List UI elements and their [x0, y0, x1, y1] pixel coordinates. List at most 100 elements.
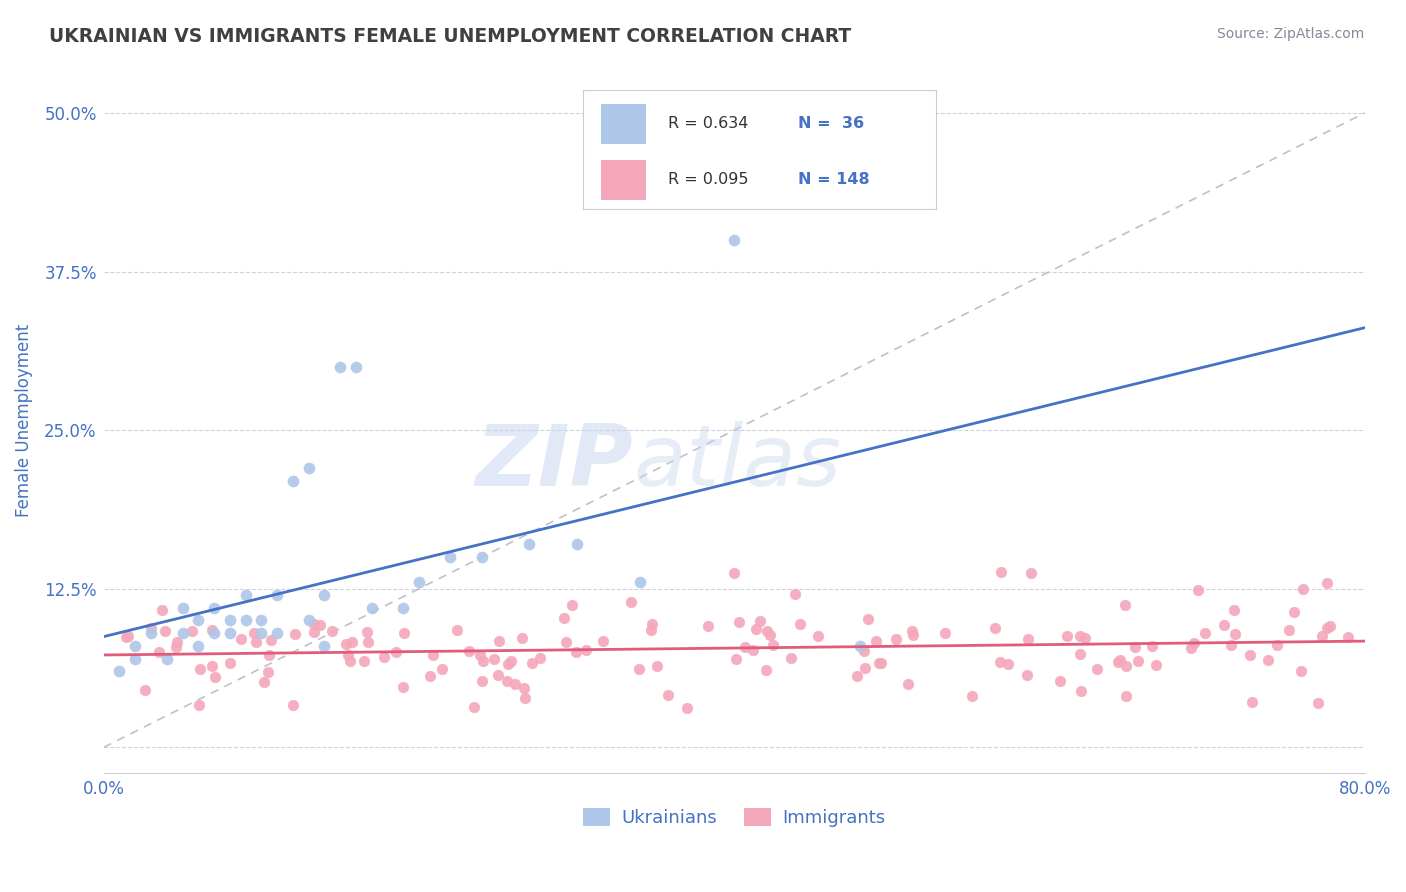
Point	[865, 634, 887, 648]
Point	[727, 615, 749, 629]
Point	[124, 639, 146, 653]
Point	[257, 665, 280, 679]
Point	[505, 677, 527, 691]
Point	[253, 675, 276, 690]
Point	[339, 655, 361, 669]
Point	[657, 689, 679, 703]
Point	[564, 645, 586, 659]
Point	[756, 624, 779, 638]
Point	[201, 623, 224, 637]
Point	[297, 461, 319, 475]
Point	[172, 600, 194, 615]
Point	[187, 639, 209, 653]
Point	[520, 656, 543, 670]
Point	[1114, 598, 1136, 612]
Point	[1292, 582, 1315, 597]
Point	[180, 624, 202, 638]
Point	[117, 629, 139, 643]
Point	[496, 657, 519, 672]
Text: Source: ZipAtlas.com: Source: ZipAtlas.com	[1216, 27, 1364, 41]
Point	[785, 587, 807, 601]
Point	[1257, 653, 1279, 667]
Point	[1187, 582, 1209, 597]
Point	[266, 626, 288, 640]
Point	[870, 657, 893, 671]
Point	[1074, 631, 1097, 645]
Point	[1049, 674, 1071, 689]
Point	[641, 617, 664, 632]
Point	[1144, 657, 1167, 672]
Point	[1316, 620, 1339, 634]
Point	[565, 537, 588, 551]
Point	[471, 673, 494, 688]
Point	[1282, 605, 1305, 619]
Point	[201, 659, 224, 673]
Point	[297, 614, 319, 628]
Point	[725, 652, 748, 666]
Point	[723, 233, 745, 247]
Point	[1316, 575, 1339, 590]
Point	[628, 575, 651, 590]
Point	[1319, 619, 1341, 633]
Point	[897, 676, 920, 690]
Point	[148, 645, 170, 659]
Point	[165, 640, 187, 655]
Point	[990, 565, 1012, 579]
Point	[1108, 655, 1130, 669]
Point	[281, 474, 304, 488]
Point	[984, 621, 1007, 635]
Point	[394, 625, 416, 640]
Point	[1225, 627, 1247, 641]
Point	[204, 669, 226, 683]
Point	[1220, 638, 1243, 652]
Point	[554, 634, 576, 648]
Point	[1140, 639, 1163, 653]
Point	[780, 651, 803, 665]
Point	[849, 639, 872, 653]
Point	[1278, 624, 1301, 638]
Point	[260, 633, 283, 648]
Point	[1115, 659, 1137, 673]
Point	[172, 626, 194, 640]
Point	[1182, 635, 1205, 649]
Point	[373, 649, 395, 664]
Point	[150, 603, 173, 617]
Point	[575, 642, 598, 657]
Point	[901, 624, 924, 639]
Point	[807, 629, 830, 643]
Point	[676, 701, 699, 715]
Point	[619, 595, 641, 609]
Point	[218, 614, 240, 628]
Point	[960, 690, 983, 704]
Point	[868, 657, 890, 671]
Point	[513, 690, 536, 705]
Point	[202, 626, 225, 640]
Point	[124, 651, 146, 665]
Point	[187, 614, 209, 628]
Text: atlas: atlas	[633, 421, 841, 504]
Point	[903, 628, 925, 642]
Point	[187, 698, 209, 713]
Point	[218, 626, 240, 640]
Point	[754, 663, 776, 677]
Point	[529, 651, 551, 665]
Point	[218, 656, 240, 670]
Point	[1306, 696, 1329, 710]
Point	[1085, 662, 1108, 676]
Point	[360, 600, 382, 615]
Point	[166, 635, 188, 649]
Point	[561, 599, 583, 613]
Point	[499, 654, 522, 668]
Point	[856, 612, 879, 626]
Point	[748, 614, 770, 628]
Point	[392, 600, 415, 615]
Point	[321, 624, 343, 638]
Point	[853, 643, 876, 657]
Point	[250, 626, 273, 640]
Point	[309, 618, 332, 632]
Point	[1240, 696, 1263, 710]
Point	[1070, 684, 1092, 698]
Point	[1115, 689, 1137, 703]
Point	[115, 630, 138, 644]
Point	[744, 623, 766, 637]
